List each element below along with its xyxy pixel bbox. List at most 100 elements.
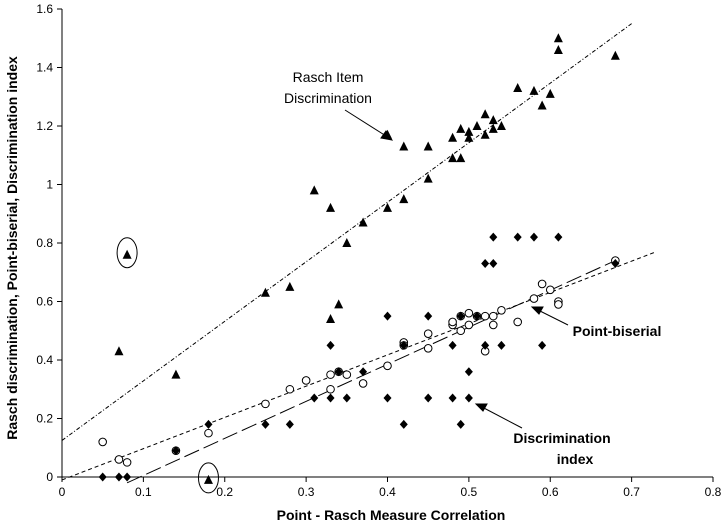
triangle-point <box>537 100 547 110</box>
diamond-point <box>114 472 123 482</box>
y-axis-title: Rasch discrimination, Point-biserial, Di… <box>4 56 20 440</box>
diamond-point <box>456 419 465 429</box>
y-tick-label: 1 <box>46 178 53 192</box>
triangle-point <box>122 249 132 259</box>
circle-point <box>554 300 563 309</box>
triangle-point <box>326 202 336 212</box>
diamond-point <box>464 367 473 377</box>
diamond-point <box>399 419 408 429</box>
x-tick-label: 0.8 <box>705 485 722 499</box>
diamond-point <box>326 340 335 350</box>
x-axis-title: Point - Rasch Measure Correlation <box>277 507 506 523</box>
circle-point <box>488 320 498 330</box>
diamond-point <box>399 340 408 350</box>
triangle-point <box>553 33 563 43</box>
triangle-point <box>358 217 368 227</box>
triangle-point <box>464 132 474 142</box>
arrow-discrimination-index <box>481 406 523 429</box>
triangle-point <box>383 202 392 212</box>
annotation-point-biserial: Point-biserial <box>573 323 662 339</box>
circle-point <box>423 329 433 338</box>
triangle-point <box>423 141 433 151</box>
annotation-discrimination: Discrimination <box>284 90 372 106</box>
triangle-point <box>456 123 466 133</box>
triangle-point <box>488 123 498 133</box>
triangle-point <box>553 44 563 54</box>
highlight-ellipse <box>116 237 138 269</box>
triangle-point <box>480 109 490 119</box>
triangle-point <box>496 121 506 130</box>
y-tick-label: 0.8 <box>36 236 53 250</box>
diamond-point <box>456 311 465 321</box>
triangle-point <box>342 238 352 247</box>
circle-point <box>513 317 523 327</box>
x-tick-label: 0 <box>59 485 66 499</box>
tick-layer: 0 0.1 0.2 0.3 0.4 0.5 0.6 0.7 0.8 0 0.2 0.4 0.6 0.8 1 1… <box>36 2 721 499</box>
triangle-point <box>203 474 213 484</box>
circle-point <box>358 379 368 388</box>
circle-point <box>545 285 555 295</box>
x-tick-label: 0.2 <box>216 485 233 499</box>
circle-point <box>204 428 213 438</box>
circle-point <box>456 326 466 336</box>
circle-point <box>326 370 335 379</box>
y-tick-label: 0.2 <box>36 412 53 426</box>
marks-layer <box>98 33 620 484</box>
arrowhead-point-biserial <box>530 306 544 315</box>
y-tick-label: 0.4 <box>36 353 53 367</box>
arrow-rasch-item <box>344 109 387 137</box>
circle-point <box>261 399 270 409</box>
diamond-point <box>448 340 457 350</box>
y-tick-label: 1.6 <box>36 2 53 16</box>
triangle-point <box>399 141 409 151</box>
circle-point <box>464 308 474 318</box>
annotation-rasch-item: Rasch Item <box>293 69 364 85</box>
y-tick-label: 0.6 <box>36 295 53 309</box>
diamond-point <box>611 258 620 268</box>
diamond-point <box>285 419 294 429</box>
circle-point <box>383 361 392 371</box>
diamond-point <box>359 367 368 377</box>
diamond-point <box>310 393 319 403</box>
trendline <box>126 260 616 484</box>
triangle-point <box>480 129 490 139</box>
triangle-point <box>456 153 466 163</box>
triangle-point <box>326 314 336 324</box>
x-tick-label: 0.5 <box>461 485 478 499</box>
annotation-discrimination-2: Discrimination <box>513 430 610 446</box>
diamond-point <box>261 419 270 429</box>
annotation-index: index <box>557 451 594 467</box>
diamond-point <box>383 311 392 321</box>
diamond-point <box>481 340 490 350</box>
circle-point <box>326 384 335 394</box>
diamond-point <box>342 393 351 403</box>
diamond-point <box>326 393 335 403</box>
circle-point <box>497 305 506 315</box>
diamond-point <box>383 393 392 403</box>
circle-point <box>285 384 295 394</box>
circle-point <box>480 311 490 321</box>
circle-point <box>529 294 539 303</box>
diamond-point <box>424 311 433 321</box>
x-tick-label: 0.3 <box>298 485 315 499</box>
diamond-point <box>489 232 498 242</box>
highlight-layer <box>116 237 219 494</box>
diamond-point <box>481 258 490 268</box>
triangle-point <box>309 185 319 195</box>
diamond-point <box>464 393 473 403</box>
arrowhead-discrimination-index <box>474 403 488 412</box>
x-tick-label: 0.6 <box>542 485 559 499</box>
diamond-point <box>489 258 498 268</box>
triangle-point <box>285 281 295 291</box>
highlight-ellipse <box>197 462 219 494</box>
triangle-point <box>448 153 458 163</box>
circle-point <box>488 311 498 321</box>
triangle-point <box>399 194 409 204</box>
triangle-point <box>472 121 482 130</box>
triangle-point <box>610 50 620 60</box>
triangle-point <box>448 132 458 142</box>
triangle-point <box>114 346 124 356</box>
diamond-point <box>334 367 343 377</box>
diamond-point <box>538 340 547 350</box>
